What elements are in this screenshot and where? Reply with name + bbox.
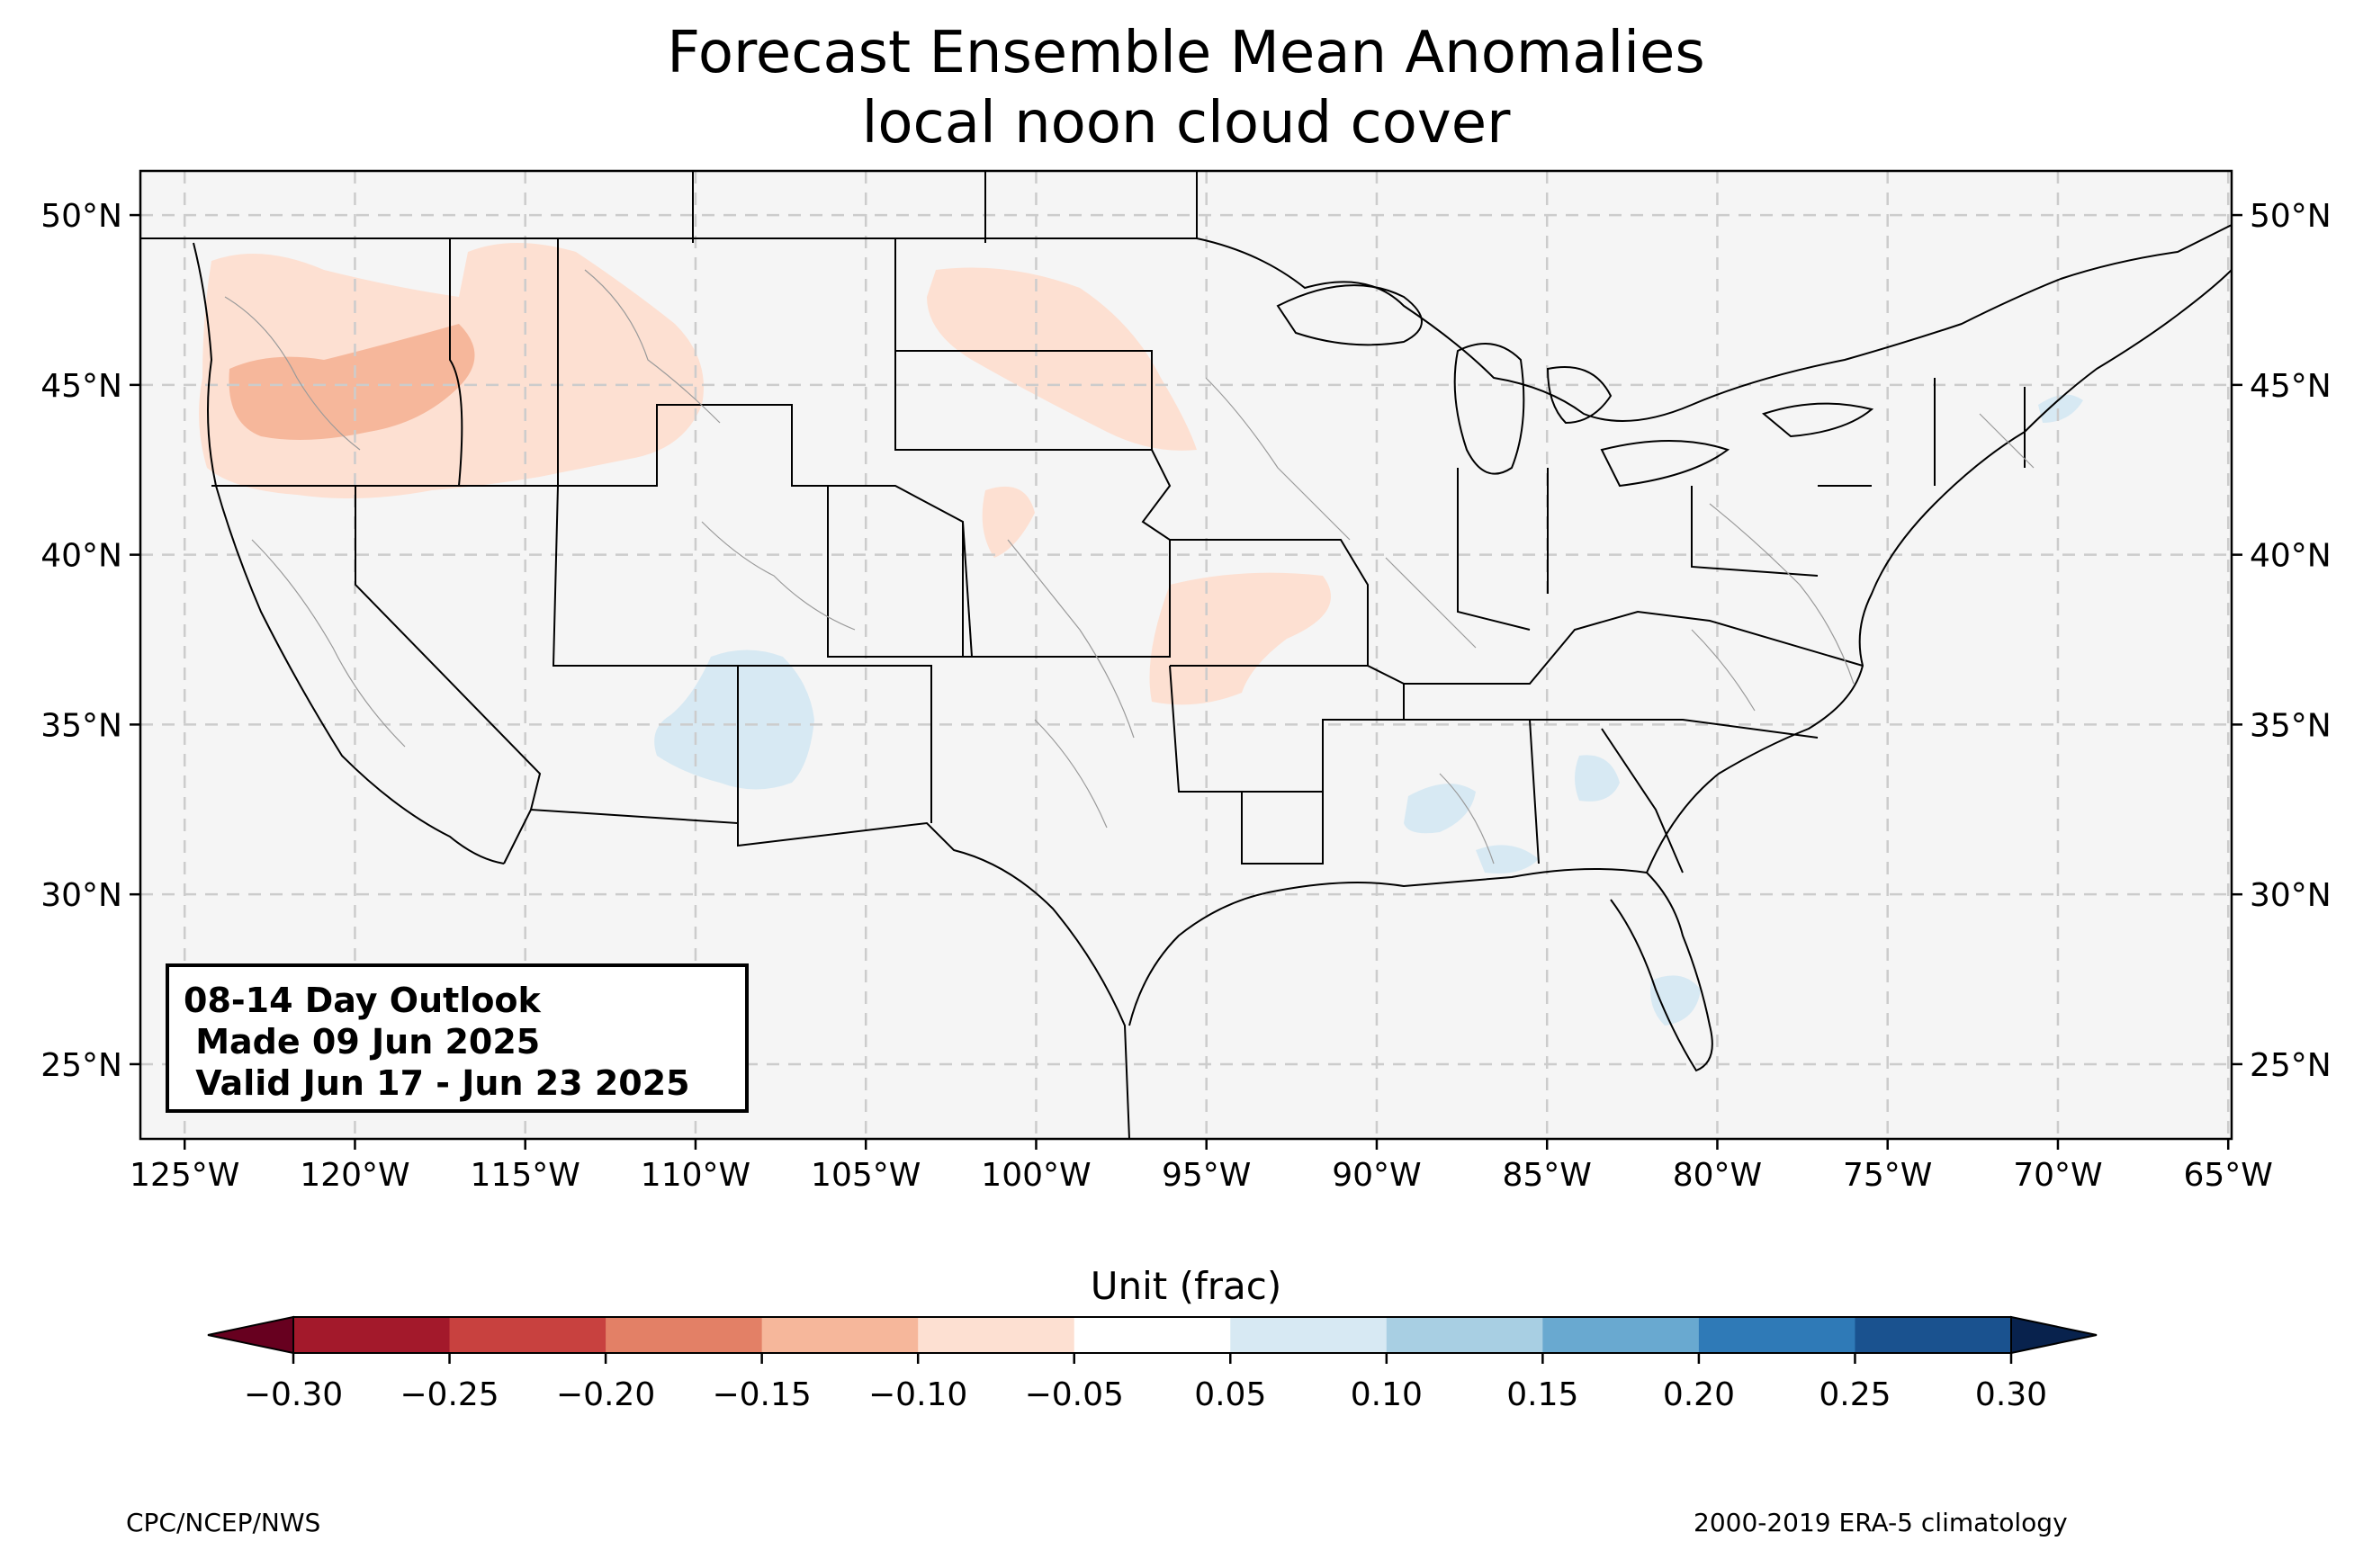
outlook-line-2: Made 09 Jun 2025 (184, 1022, 541, 1062)
colorbar-segment (1542, 1317, 1700, 1353)
colorbar-segment (449, 1317, 606, 1353)
colorbar-tick-label: 0.10 (1351, 1376, 1423, 1413)
x-tick-label: 105°W (811, 1157, 921, 1194)
y-tick-label-right: 30°N (2250, 877, 2332, 914)
y-tick-label-right: 25°N (2250, 1047, 2332, 1084)
y-tick-label-left: 30°N (40, 877, 122, 914)
x-axis: 125°W 120°W 115°W 110°W 105°W 100°W 95°W 90°W 85… (130, 1139, 2273, 1194)
colorbar-tick-label: 0.15 (1506, 1376, 1578, 1413)
y-axis-left: 50°N 45°N 40°N 35°N 30°N 25°N (40, 198, 140, 1084)
x-tick-label: 80°W (1673, 1157, 1762, 1194)
y-tick-label-left: 25°N (40, 1047, 122, 1084)
map-frame (139, 169, 2233, 1141)
x-tick-label: 120°W (300, 1157, 409, 1194)
x-tick-label: 75°W (1843, 1157, 1932, 1194)
colorbar-segment (1698, 1317, 1855, 1353)
colorbar-segment (293, 1317, 451, 1353)
y-tick-label-right: 35°N (2250, 707, 2332, 744)
colorbar-segment (606, 1317, 763, 1353)
footer-source: CPC/NCEP/NWS (126, 1508, 321, 1537)
outlook-line-3: Valid Jun 17 - Jun 23 2025 (184, 1063, 690, 1103)
anomaly-blue-areas (654, 394, 2083, 1026)
outlook-line-1: 08-14 Day Outlook (184, 981, 541, 1020)
colorbar-tick-label: 0.05 (1194, 1376, 1266, 1413)
colorbar-title: Unit (frac) (1090, 1264, 1282, 1308)
x-tick-label: 90°W (1332, 1157, 1421, 1194)
y-tick-label-left: 40°N (40, 538, 122, 575)
colorbar-segment (1855, 1317, 2012, 1353)
x-tick-label: 70°W (2013, 1157, 2102, 1194)
x-tick-label: 65°W (2184, 1157, 2273, 1194)
colorbar-tick-label: 0.30 (1975, 1376, 2047, 1413)
y-tick-label-left: 45°N (40, 368, 122, 405)
x-tick-label: 115°W (471, 1157, 580, 1194)
x-tick-label: 100°W (981, 1157, 1091, 1194)
colorbar-tick-label: −0.20 (556, 1376, 655, 1413)
colorbar-under-arrow (207, 1315, 294, 1355)
colorbar-segment (1230, 1317, 1388, 1353)
x-tick-label: 95°W (1162, 1157, 1251, 1194)
x-tick-label: 125°W (130, 1157, 239, 1194)
colorbar-segment (1386, 1317, 1543, 1353)
colorbar-tick-label: 0.25 (1819, 1376, 1891, 1413)
colorbar-tick-label: −0.15 (712, 1376, 811, 1413)
y-axis-right: 50°N 45°N 40°N 35°N 30°N 25°N (2232, 198, 2332, 1084)
chart-subtitle: local noon cloud cover (861, 90, 1511, 157)
colorbar-segment (761, 1317, 919, 1353)
outlook-box: 08-14 Day Outlook Made 09 Jun 2025 Valid… (166, 963, 749, 1113)
colorbar-segment (1074, 1317, 1231, 1353)
colorbar: −0.30 −0.25 −0.20 −0.15 −0.10 −0.05 0.05 0.10 0.… (207, 1315, 2098, 1413)
colorbar-tick-label: 0.20 (1663, 1376, 1735, 1413)
footer-climatology: 2000-2019 ERA-5 climatology (1694, 1508, 2068, 1537)
colorbar-over-arrow (2010, 1315, 2098, 1355)
y-tick-label-left: 35°N (40, 707, 122, 744)
colorbar-tick-label: −0.30 (244, 1376, 343, 1413)
colorbar-tick-label: −0.25 (400, 1376, 499, 1413)
colorbar-segment (918, 1317, 1075, 1353)
x-tick-label: 110°W (641, 1157, 750, 1194)
borders (140, 171, 2232, 1139)
county-lines (224, 269, 2035, 865)
chart-title: Forecast Ensemble Mean Anomalies (667, 20, 1705, 86)
x-tick-label: 85°W (1503, 1157, 1592, 1194)
y-tick-label-right: 40°N (2250, 538, 2332, 575)
y-tick-label-right: 50°N (2250, 198, 2332, 235)
anomaly-red-areas (199, 243, 1331, 705)
y-tick-label-right: 45°N (2250, 368, 2332, 405)
colorbar-tick-label: −0.10 (868, 1376, 967, 1413)
state-borders (211, 238, 2026, 874)
colorbar-tick-label: −0.05 (1025, 1376, 1124, 1413)
y-tick-label-left: 50°N (40, 198, 122, 235)
